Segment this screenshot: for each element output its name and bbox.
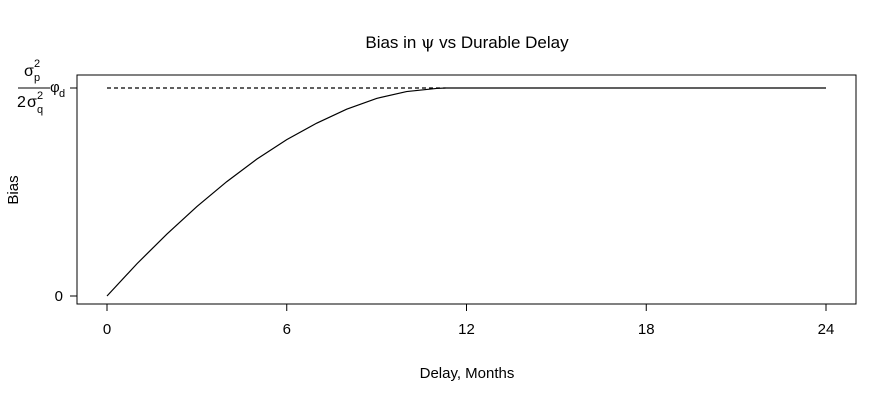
y-max-label-numerator-symbol: σ [24, 63, 34, 80]
chart-title: Bias in ψ vs Durable Delay [365, 33, 569, 53]
y-tick-label: 0 [55, 288, 63, 305]
y-max-label: σ 2 p 2 σ 2 q φ d [17, 58, 65, 116]
series-group [106, 87, 826, 297]
chart-title-psi-symbol: ψ [421, 33, 434, 53]
x-tick-label: 12 [458, 321, 475, 338]
x-tick-label: 18 [638, 321, 655, 338]
plot-frame [76, 74, 857, 305]
chart-title-prefix: Bias in [365, 33, 421, 52]
y-max-label-factor-sub: d [59, 88, 65, 100]
y-axis: 0 [55, 87, 78, 305]
y-axis-label: Bias [5, 175, 22, 204]
x-axis-label: Delay, Months [420, 365, 515, 382]
y-max-label-numerator-sub: p [34, 72, 40, 84]
series-line-solid [106, 87, 826, 297]
y-max-label-denominator-coef: 2 [17, 94, 26, 111]
y-max-label-denominator-symbol: σ [27, 94, 37, 111]
x-tick-label: 0 [103, 321, 111, 338]
y-max-label-factor-symbol: φ [50, 79, 60, 96]
x-tick-label: 24 [818, 321, 835, 338]
y-max-label-denominator-sub: q [37, 104, 43, 116]
x-tick-label: 6 [283, 321, 291, 338]
y-max-label-denominator-sup: 2 [37, 90, 43, 102]
chart-title-suffix: vs Durable Delay [434, 33, 569, 52]
y-max-label-numerator-sup: 2 [34, 58, 40, 70]
x-axis: 0 6 12 18 24 [103, 303, 835, 338]
